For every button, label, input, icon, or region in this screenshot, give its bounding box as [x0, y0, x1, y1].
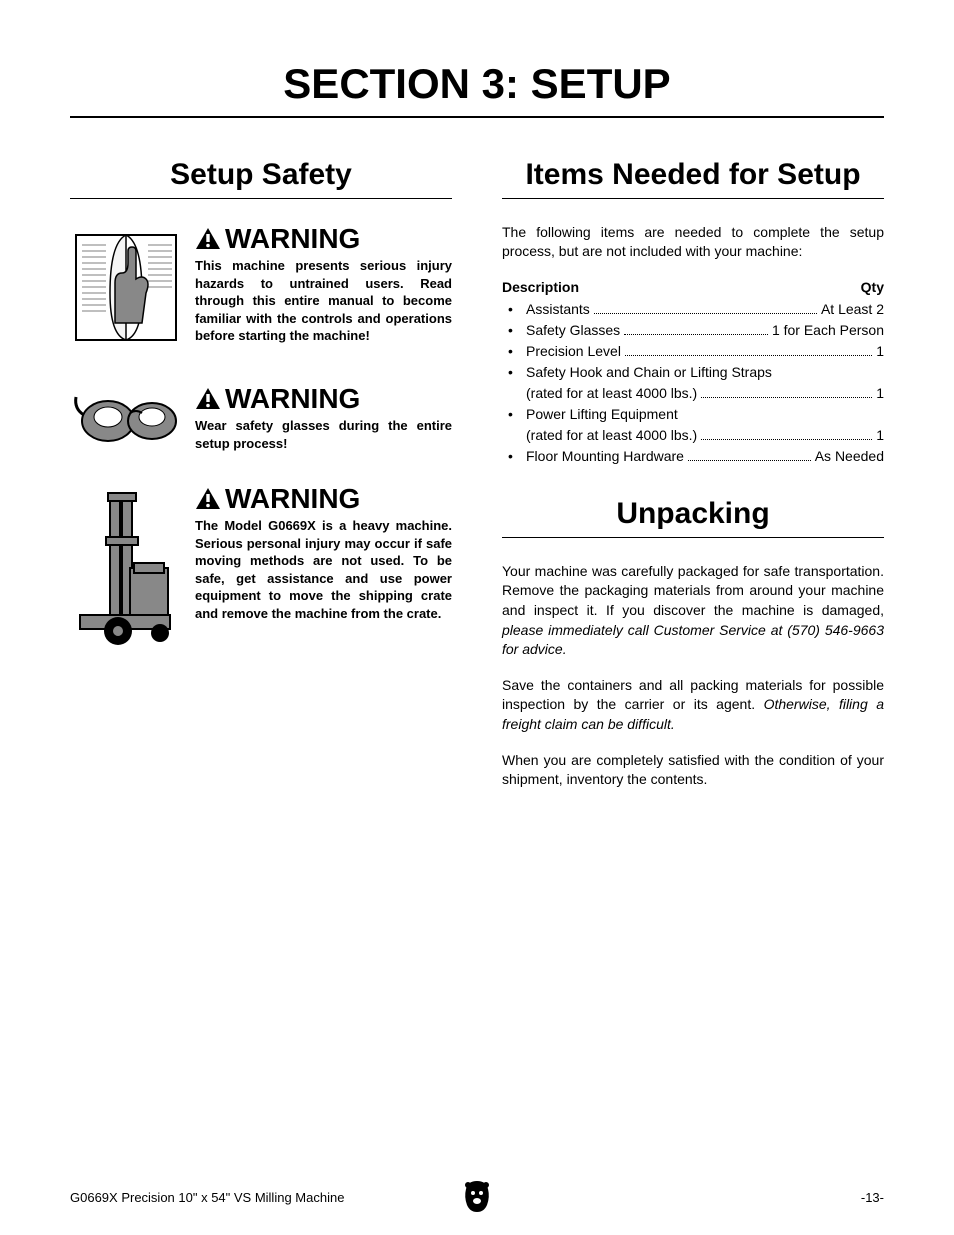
items-needed-heading: Items Needed for Setup [502, 158, 884, 199]
warning-manual: WARNING This machine presents serious in… [70, 223, 452, 353]
two-column-layout: Setup Safety [70, 158, 884, 806]
setup-safety-heading: Setup Safety [70, 158, 452, 199]
items-intro: The following items are needed to comple… [502, 223, 884, 261]
unpacking-p2: Save the containers and all packing mate… [502, 676, 884, 735]
left-column: Setup Safety [70, 158, 452, 806]
list-item: Assistants At Least 2 [502, 299, 884, 320]
unpacking-p3: When you are completely satisfied with t… [502, 751, 884, 790]
warning-glasses: WARNING Wear safety glasses during the e… [70, 383, 452, 453]
unpacking-p1: Your machine was carefully packaged for … [502, 562, 884, 660]
warning-forklift: WARNING The Model G0669X is a heavy mach… [70, 483, 452, 653]
warning-label: WARNING [195, 483, 452, 515]
items-table-header: Description Qty [502, 279, 884, 295]
list-item: Power Lifting Equipment (rated for at le… [502, 404, 884, 446]
footer-page-number: -13- [861, 1190, 884, 1205]
desc-header: Description [502, 279, 579, 295]
footer-logo-icon [462, 1179, 492, 1216]
warning-label: WARNING [195, 383, 452, 415]
manual-icon [70, 223, 185, 353]
list-item: Safety Glasses 1 for Each Person [502, 320, 884, 341]
safety-glasses-icon [70, 383, 185, 453]
alert-triangle-icon [195, 387, 221, 411]
section-title: SECTION 3: SETUP [70, 60, 884, 118]
list-item: Safety Hook and Chain or Lifting Straps … [502, 362, 884, 404]
footer-model: G0669X Precision 10" x 54" VS Milling Ma… [70, 1190, 344, 1205]
right-column: Items Needed for Setup The following ite… [502, 158, 884, 806]
alert-triangle-icon [195, 227, 221, 251]
warning-body: This machine presents serious injury haz… [195, 257, 452, 345]
list-item: Precision Level 1 [502, 341, 884, 362]
page-footer: G0669X Precision 10" x 54" VS Milling Ma… [70, 1190, 884, 1205]
warning-body: The Model G0669X is a heavy machine. Ser… [195, 517, 452, 622]
alert-triangle-icon [195, 487, 221, 511]
forklift-icon [70, 483, 185, 653]
unpacking-heading: Unpacking [502, 497, 884, 538]
list-item: Floor Mounting Hardware As Needed [502, 446, 884, 467]
qty-header: Qty [861, 279, 884, 295]
warning-label: WARNING [195, 223, 452, 255]
items-list: Assistants At Least 2 Safety Glasses 1 f… [502, 299, 884, 467]
warning-body: Wear safety glasses during the entire se… [195, 417, 452, 452]
